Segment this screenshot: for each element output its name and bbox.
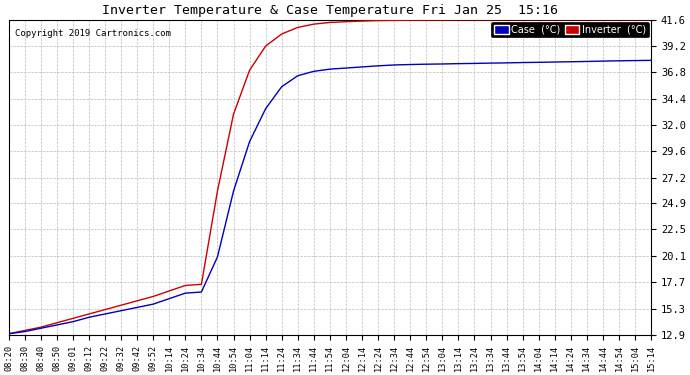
Text: Copyright 2019 Cartronics.com: Copyright 2019 Cartronics.com <box>15 29 171 38</box>
Title: Inverter Temperature & Case Temperature Fri Jan 25  15:16: Inverter Temperature & Case Temperature … <box>102 4 558 17</box>
Legend: Case  (°C), Inverter  (°C): Case (°C), Inverter (°C) <box>491 22 649 38</box>
